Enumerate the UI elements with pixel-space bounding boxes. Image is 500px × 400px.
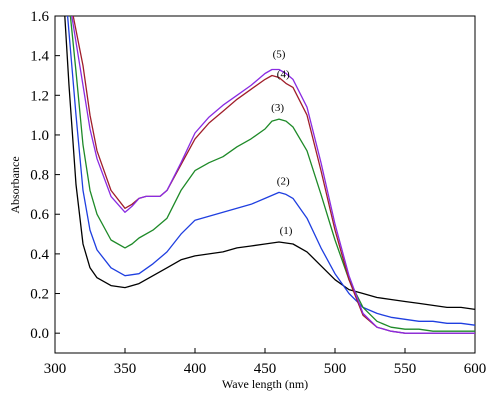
series-line-3 bbox=[69, 15, 475, 332]
x-tick-label: 450 bbox=[254, 361, 277, 377]
series-lines bbox=[64, 15, 476, 334]
series-line-1 bbox=[64, 15, 476, 311]
curve-label-1: (1) bbox=[280, 225, 293, 237]
x-tick-label: 600 bbox=[464, 361, 487, 377]
x-tick-label: 400 bbox=[184, 361, 207, 377]
y-tick-label: 0.2 bbox=[30, 287, 49, 303]
x-tick-label: 350 bbox=[114, 361, 137, 377]
y-tick-label: 1.6 bbox=[30, 9, 49, 25]
y-axis-title: Absorbance bbox=[8, 156, 22, 213]
y-tick-label: 0.4 bbox=[30, 247, 49, 263]
curve-label-2: (2) bbox=[277, 176, 290, 188]
x-tick-label: 300 bbox=[44, 361, 67, 377]
axis-ticks: 300 350 400 450 500 550 600 0.0 0.2 0.4 0.6 0.8 1.0 1… bbox=[30, 9, 486, 377]
curve-label-3: (3) bbox=[271, 102, 284, 114]
x-tick-label: 500 bbox=[324, 361, 347, 377]
y-tick-label: 1.0 bbox=[30, 128, 49, 144]
x-tick-label: 550 bbox=[394, 361, 417, 377]
y-tick-label: 0.8 bbox=[30, 168, 49, 184]
curve-label-5: (5) bbox=[273, 49, 286, 61]
x-axis-title: Wave length (nm) bbox=[222, 377, 308, 391]
series-line-2 bbox=[66, 15, 476, 326]
series-line-5 bbox=[71, 15, 475, 334]
y-tick-label: 0.0 bbox=[30, 326, 49, 342]
curve-annotations: (1) (2) (3) (4) (5) bbox=[271, 49, 293, 237]
curve-label-4: (4) bbox=[277, 68, 290, 80]
y-tick-label: 1.2 bbox=[30, 88, 49, 104]
y-tick-label: 1.4 bbox=[30, 49, 49, 65]
y-tick-label: 0.6 bbox=[30, 207, 49, 223]
